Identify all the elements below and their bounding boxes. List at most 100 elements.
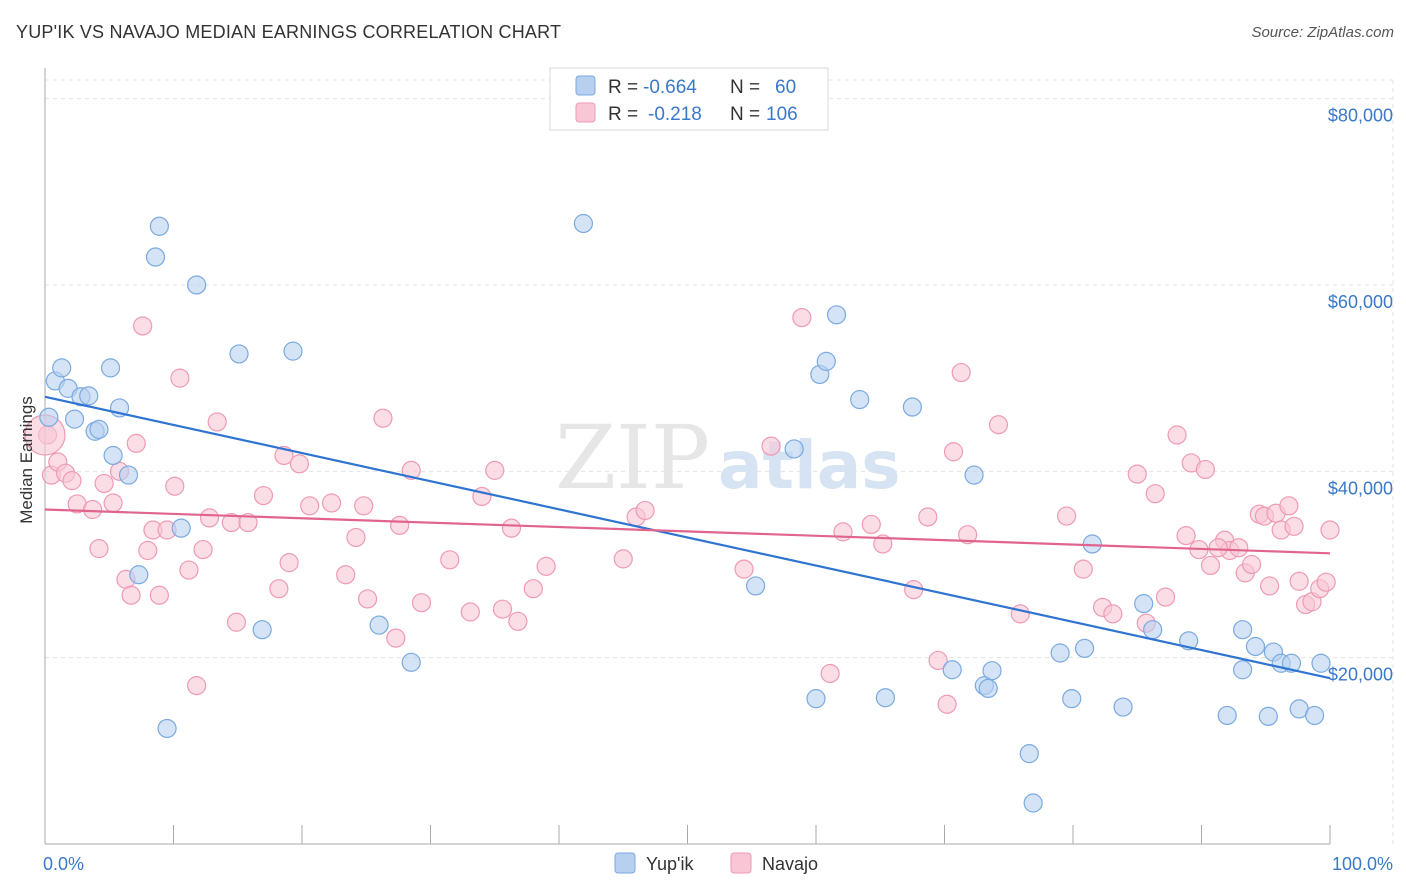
legend-r-label-pink: R = [608, 104, 638, 125]
navajo-point [373, 408, 393, 428]
yupik-point [118, 465, 139, 485]
navajo-point [193, 539, 213, 560]
legend-n-label-blue: N = [730, 77, 760, 98]
yupik-point [850, 389, 870, 410]
navajo-point [928, 650, 948, 671]
yupik-point [229, 344, 249, 364]
navajo-point [1260, 576, 1280, 596]
yupik-point [39, 407, 59, 427]
x-tick-labels: 0.0% 100.0% [43, 854, 1393, 874]
series-legend-label-navajo: Navajo [762, 854, 818, 874]
yupik-point [157, 718, 177, 739]
yupik-point [149, 216, 169, 236]
navajo-points [24, 307, 1340, 714]
yupik-point [89, 419, 109, 439]
yupik-point [978, 678, 998, 699]
navajo-point [103, 493, 123, 513]
navajo-point [133, 316, 153, 336]
navajo-point [279, 553, 299, 573]
navajo-point [207, 412, 227, 432]
navajo-point [238, 512, 258, 533]
navajo-point [226, 612, 247, 632]
series-legend-label-yupik: Yup'ik [646, 854, 694, 874]
legend-n-value-pink: 106 [766, 104, 798, 125]
series-legend-swatch-yupik [614, 852, 636, 874]
navajo-point [1229, 538, 1249, 558]
yupik-point [573, 213, 594, 234]
yupik-point [964, 465, 984, 485]
yupik-point [1245, 636, 1266, 657]
yupik-point [942, 660, 962, 680]
yupik-point [79, 386, 99, 406]
yupik-point [283, 341, 303, 361]
navajo-point [253, 485, 274, 506]
yupik-point [746, 576, 766, 596]
navajo-point [1127, 464, 1147, 484]
yupik-point [100, 358, 121, 378]
yupik-point [1023, 793, 1043, 813]
navajo-point [1056, 506, 1077, 526]
x-tick-label-end: 100.0% [1332, 854, 1393, 874]
yupik-point [103, 445, 123, 466]
navajo-point [165, 476, 185, 496]
y-tick-labels: $20,000 $40,000 $60,000 $80,000 [1328, 106, 1393, 685]
watermark-zip: ZIP [555, 406, 710, 509]
navajo-point [138, 540, 158, 561]
yupik-point [1062, 689, 1082, 709]
navajo-point [300, 496, 320, 516]
navajo-point [126, 433, 146, 453]
y-tick-label: $60,000 [1328, 292, 1393, 312]
navajo-point [492, 599, 513, 619]
legend-n-value-blue: 60 [775, 77, 796, 98]
yupik-point [826, 305, 847, 325]
navajo-point [958, 525, 978, 545]
yupik-point [806, 689, 826, 709]
navajo-point [94, 473, 114, 494]
navajo-point [1316, 572, 1336, 592]
navajo-point [501, 518, 522, 538]
yupik-point [1258, 706, 1278, 726]
navajo-point [289, 454, 310, 474]
navajo-point [1320, 520, 1340, 540]
navajo-point [792, 307, 812, 328]
navajo-point [440, 550, 460, 570]
y-tick-label: $40,000 [1328, 478, 1393, 498]
trend-lines [44, 395, 1331, 680]
navajo-point [1103, 604, 1123, 624]
navajo-point [943, 442, 964, 462]
navajo-point [386, 628, 406, 648]
yupik-point [1143, 620, 1163, 640]
navajo-point [1176, 526, 1196, 546]
yupik-point [1050, 643, 1070, 663]
source-credit: Source: ZipAtlas.com [1251, 24, 1394, 41]
yupik-point [1113, 697, 1133, 717]
legend-r-value-pink: -0.218 [648, 104, 702, 125]
navajo-point [121, 585, 141, 605]
yupik-point [1134, 594, 1154, 614]
navajo-point [873, 534, 893, 554]
yupik-point [369, 615, 389, 635]
navajo-point [1284, 516, 1304, 536]
navajo-point [390, 515, 410, 535]
yupik-point [902, 397, 922, 417]
navajo-point [508, 611, 528, 631]
yupik-point [129, 565, 149, 585]
series-legend-swatch-navajo [730, 852, 752, 874]
navajo-point [536, 556, 556, 576]
navajo-point [613, 549, 633, 569]
legend-swatch-pink [575, 102, 596, 123]
navajo-point [336, 565, 356, 585]
navajo-point [861, 514, 881, 535]
legend-n-label-pink: N = [730, 104, 760, 125]
yupik-point [1074, 638, 1095, 658]
navajo-point [988, 415, 1009, 435]
yupik-point [64, 409, 85, 429]
navajo-point [321, 493, 342, 513]
navajo-point [833, 522, 853, 542]
navajo-point [1195, 459, 1215, 480]
y-axis-title: Median Earnings [17, 396, 36, 524]
navajo-point [411, 593, 432, 613]
stats-legend: R = -0.664 N = 60 R = -0.218 N = 106 [549, 67, 829, 131]
navajo-point [1073, 559, 1093, 579]
navajo-point [485, 460, 505, 480]
